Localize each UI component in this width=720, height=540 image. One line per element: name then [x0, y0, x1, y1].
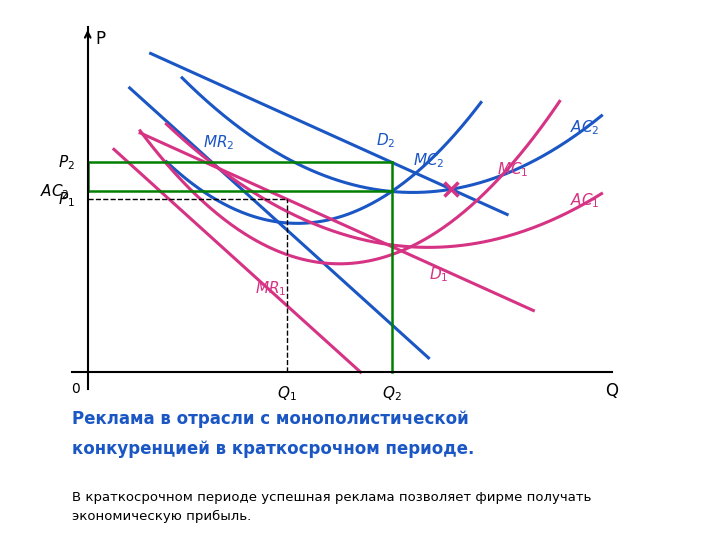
Text: $MR_1$: $MR_1$ — [256, 280, 287, 299]
Text: $D_1$: $D_1$ — [428, 266, 448, 284]
Text: $MC_1$: $MC_1$ — [497, 160, 528, 179]
Text: $MC_2$: $MC_2$ — [413, 152, 444, 171]
Text: В краткосрочном периоде успешная реклама позволяет фирме получать
экономическую : В краткосрочном периоде успешная реклама… — [72, 491, 591, 523]
Text: $AC_2$: $AC_2$ — [40, 182, 69, 201]
Text: $Q_1$: $Q_1$ — [277, 384, 297, 402]
Text: Реклама в отрасли с монополистической
конкуренцией в краткосрочном периоде.: Реклама в отрасли с монополистической ко… — [72, 410, 474, 457]
Text: $D_2$: $D_2$ — [376, 131, 395, 150]
Text: $AC_1$: $AC_1$ — [570, 191, 600, 210]
Text: 0: 0 — [71, 382, 80, 396]
Text: $P_1$: $P_1$ — [58, 190, 75, 208]
Text: $P_2$: $P_2$ — [58, 153, 75, 172]
Text: $Q_2$: $Q_2$ — [382, 384, 402, 402]
Text: P: P — [96, 30, 106, 48]
Text: $AC_2$: $AC_2$ — [570, 119, 600, 137]
Text: Q: Q — [606, 382, 618, 400]
Text: $MR_2$: $MR_2$ — [203, 133, 235, 152]
